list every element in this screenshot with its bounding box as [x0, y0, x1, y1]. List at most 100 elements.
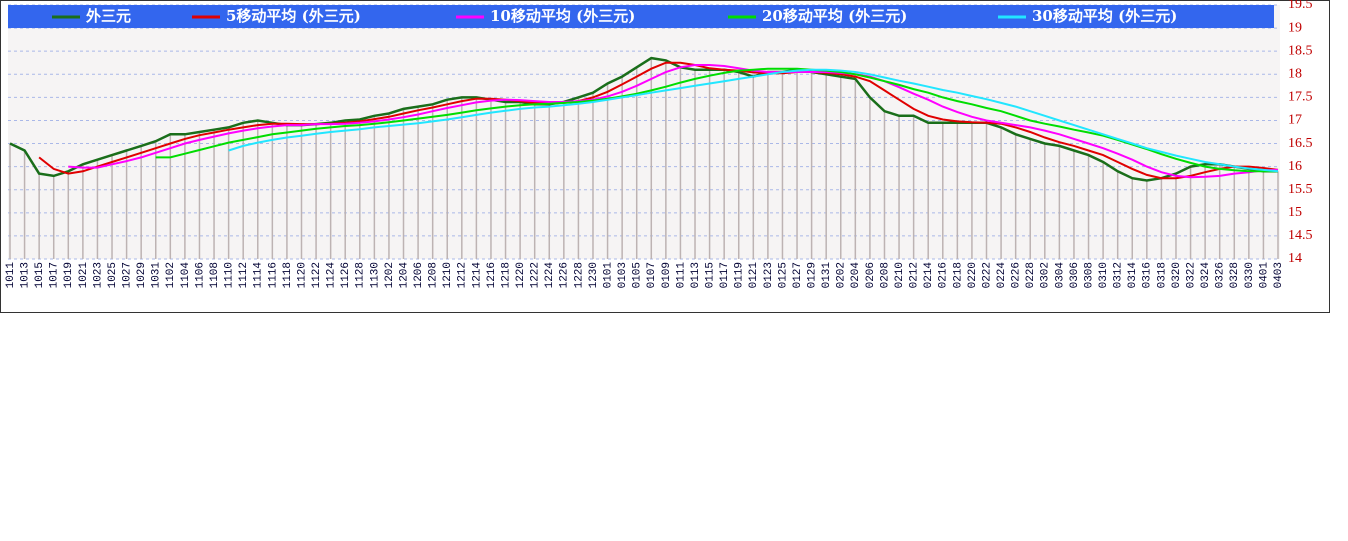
x-tick-label: 0220 — [967, 262, 979, 288]
x-tick-label: 0111 — [675, 262, 687, 289]
legend-box — [8, 5, 1274, 28]
x-tick-label: 0304 — [1054, 262, 1066, 289]
series-line — [155, 67, 1278, 173]
x-tick-label: 0127 — [792, 262, 804, 288]
x-tick-label: 0330 — [1244, 262, 1256, 288]
series-line — [68, 64, 1279, 179]
y-tick-label: 14.5 — [1288, 228, 1313, 243]
x-tick-label: 1214 — [471, 262, 483, 289]
x-tick-label: 1116 — [267, 262, 279, 288]
x-tick-label: 0202 — [836, 262, 848, 288]
x-tick-label: 1114 — [253, 262, 265, 289]
x-tick-label: 0119 — [734, 262, 746, 288]
x-tick-label: 0328 — [1229, 262, 1241, 288]
x-tick-label: 1031 — [151, 262, 163, 289]
x-tick-label: 0115 — [704, 262, 716, 288]
x-tick-label: 1222 — [530, 262, 542, 288]
x-tick-label: 1021 — [78, 262, 90, 289]
x-tick-label: 1011 — [5, 262, 17, 289]
x-tick-label: 1212 — [457, 262, 469, 288]
x-tick-label: 0324 — [1200, 262, 1212, 289]
x-tick-label: 1218 — [500, 262, 512, 288]
y-tick-label: 19 — [1288, 20, 1302, 35]
x-tick-label: 0401 — [1258, 262, 1270, 289]
legend-label: 5移动平均 (外三元) — [226, 7, 361, 25]
x-tick-label: 1106 — [194, 262, 206, 288]
x-tick-label: 1224 — [544, 262, 556, 289]
x-tick-label: 0206 — [865, 262, 877, 288]
x-tick-label: 0316 — [1142, 262, 1154, 288]
y-tick-label: 14 — [1288, 251, 1302, 266]
x-tick-label: 1023 — [92, 262, 104, 288]
x-tick-label: 0306 — [1069, 262, 1081, 288]
x-tick-label: 0105 — [632, 262, 644, 288]
series-line — [228, 68, 1279, 173]
x-tick-label: 1206 — [413, 262, 425, 288]
x-tick-label: 0123 — [763, 262, 775, 288]
x-tick-label: 1124 — [326, 262, 338, 289]
x-tick-label: 1102 — [165, 262, 177, 288]
x-tick-label: 0129 — [807, 262, 819, 288]
y-tick-label: 17 — [1288, 113, 1302, 128]
x-tick-label: 0226 — [1011, 262, 1023, 288]
x-tick-label: 0101 — [602, 262, 614, 289]
legend-label: 外三元 — [85, 7, 131, 25]
x-tick-label: 0312 — [1113, 262, 1125, 288]
series-line — [38, 61, 1279, 180]
legend-label: 10移动平均 (外三元) — [490, 7, 635, 25]
y-tick-label: 18.5 — [1288, 43, 1313, 58]
x-tick-label: 0103 — [617, 262, 629, 288]
x-tick-label: 0302 — [1040, 262, 1052, 288]
x-tick-label: 1204 — [398, 262, 410, 289]
x-tick-label: 0403 — [1273, 262, 1285, 288]
x-tick-label: 0320 — [1171, 262, 1183, 288]
series-line — [9, 56, 1278, 182]
x-tick-label: 1025 — [107, 262, 119, 288]
y-tick-label: 16 — [1288, 159, 1302, 174]
x-tick-label: 1120 — [296, 262, 308, 288]
x-tick-label: 1126 — [340, 262, 352, 288]
x-tick-label: 1019 — [63, 262, 75, 288]
x-tick-label: 1110 — [224, 262, 236, 288]
x-tick-label: 0228 — [1025, 262, 1037, 288]
x-tick-label: 0125 — [777, 262, 789, 288]
x-tick-label: 1017 — [49, 262, 61, 288]
x-tick-label: 1108 — [209, 262, 221, 288]
x-tick-label: 0310 — [1098, 262, 1110, 288]
x-tick-label: 1230 — [588, 262, 600, 288]
y-tick-label: 17.5 — [1288, 90, 1313, 105]
x-tick-label: 0212 — [909, 262, 921, 288]
x-tick-label: 0107 — [646, 262, 658, 288]
x-tick-label: 0113 — [690, 262, 702, 288]
x-tick-label: 1228 — [573, 262, 585, 288]
x-tick-label: 0326 — [1215, 262, 1227, 288]
x-tick-label: 1104 — [180, 262, 192, 289]
x-tick-label: 1027 — [122, 262, 134, 288]
x-tick-label: 1210 — [442, 262, 454, 288]
x-tick-label: 0204 — [850, 262, 862, 289]
x-tick-label: 0109 — [661, 262, 673, 288]
x-tick-label: 1122 — [311, 262, 323, 288]
y-tick-label: 16.5 — [1288, 136, 1313, 151]
x-tick-label: 0208 — [879, 262, 891, 288]
x-tick-label: 1112 — [238, 262, 250, 288]
x-tick-label: 1220 — [515, 262, 527, 288]
x-tick-label: 1226 — [559, 262, 571, 288]
x-tick-label: 0222 — [981, 262, 993, 288]
x-tick-label: 0131 — [821, 262, 833, 289]
x-tick-label: 0314 — [1127, 262, 1139, 289]
y-tick-label: 19.5 — [1288, 0, 1313, 12]
x-tick-label: 0117 — [719, 262, 731, 288]
x-tick-label: 1216 — [486, 262, 498, 288]
x-tick-label: 1013 — [19, 262, 31, 288]
y-tick-label: 18 — [1288, 66, 1302, 81]
x-tick-label: 1208 — [428, 262, 440, 288]
x-tick-label: 1029 — [136, 262, 148, 288]
x-tick-label: 0216 — [938, 262, 950, 288]
x-tick-label: 1128 — [355, 262, 367, 288]
legend-label: 30移动平均 (外三元) — [1032, 7, 1177, 25]
x-tick-label: 0121 — [748, 262, 760, 289]
x-tick-label: 1015 — [34, 262, 46, 288]
x-tick-label: 0224 — [996, 262, 1008, 289]
